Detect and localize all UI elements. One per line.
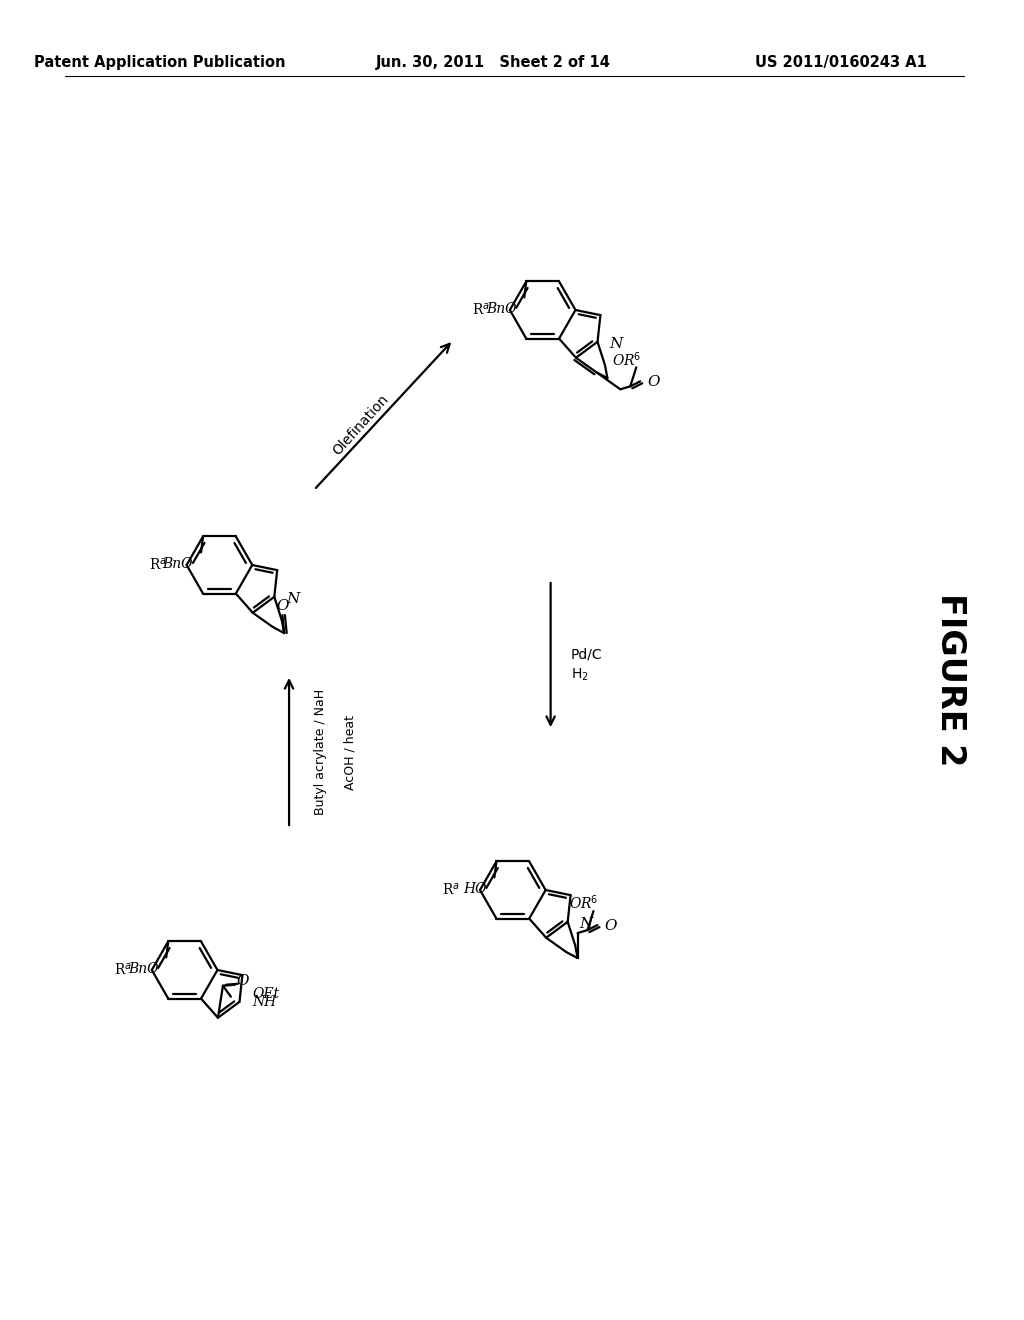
- Text: Pd/C: Pd/C: [570, 648, 602, 663]
- Text: US 2011/0160243 A1: US 2011/0160243 A1: [755, 55, 927, 70]
- Text: OR$^6$: OR$^6$: [611, 350, 641, 368]
- Text: O: O: [647, 375, 659, 389]
- Text: O: O: [604, 919, 616, 933]
- Text: O: O: [276, 599, 289, 612]
- Text: R$^a$: R$^a$: [114, 962, 132, 978]
- Text: NH: NH: [252, 995, 276, 1008]
- Text: Butyl acrylate / NaH: Butyl acrylate / NaH: [314, 689, 327, 814]
- Text: O: O: [237, 974, 249, 987]
- Text: BnO: BnO: [128, 962, 159, 977]
- Text: H$_2$: H$_2$: [570, 667, 589, 684]
- Text: BnO: BnO: [485, 302, 516, 317]
- Text: Jun. 30, 2011   Sheet 2 of 14: Jun. 30, 2011 Sheet 2 of 14: [376, 55, 610, 70]
- Text: N: N: [287, 591, 300, 606]
- Text: Olefination: Olefination: [330, 392, 391, 458]
- Text: BnO: BnO: [163, 557, 194, 572]
- Text: R$^a$: R$^a$: [472, 302, 489, 318]
- Text: AcOH / heat: AcOH / heat: [344, 714, 356, 789]
- Text: R$^a$: R$^a$: [442, 882, 460, 898]
- Text: R$^a$: R$^a$: [148, 557, 167, 573]
- Text: OR$^6$: OR$^6$: [568, 894, 598, 912]
- Text: HO: HO: [463, 883, 486, 896]
- Text: N: N: [609, 337, 623, 351]
- Text: OEt: OEt: [253, 987, 280, 1001]
- Text: N: N: [580, 917, 593, 931]
- Text: FIGURE 2: FIGURE 2: [934, 593, 967, 767]
- Text: Patent Application Publication: Patent Application Publication: [34, 55, 286, 70]
